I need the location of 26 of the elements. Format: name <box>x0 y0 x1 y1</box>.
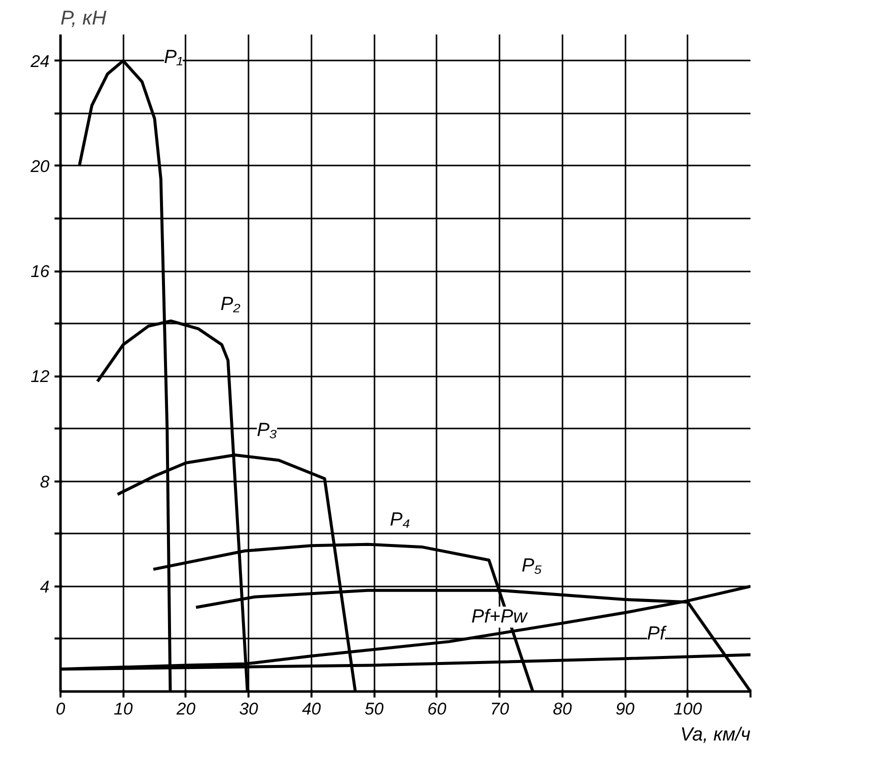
series-label: P₂ <box>220 294 242 315</box>
x-tick-label: 80 <box>552 700 572 718</box>
x-tick-label: 40 <box>302 700 322 718</box>
series-label: P₃ <box>256 420 278 441</box>
x-axis-title: Va, км/ч <box>680 724 751 746</box>
y-tick-label: 16 <box>30 262 50 282</box>
x-tick-label: 50 <box>364 700 384 718</box>
x-tick-label: 10 <box>114 700 134 718</box>
x-tick-label: 30 <box>239 700 259 718</box>
y-tick-label: 20 <box>30 156 50 176</box>
x-tick-label: 100 <box>674 700 702 718</box>
series-label: P₅ <box>522 555 542 576</box>
y-tick-label: 4 <box>40 577 50 596</box>
y-tick-label: 12 <box>30 367 50 386</box>
series-label: Pf <box>647 624 667 645</box>
x-tick-label: 90 <box>616 700 636 718</box>
x-tick-label: 60 <box>427 700 447 718</box>
y-tick-label: 24 <box>30 52 50 71</box>
series-label: Pf+Pw <box>471 606 528 628</box>
x-tick-label: 70 <box>490 700 510 718</box>
y-axis-title: P, кН <box>60 8 107 30</box>
x-tick-label: 20 <box>176 700 196 718</box>
series-label: P₁ <box>164 46 183 68</box>
x-tick-label: 0 <box>56 700 66 718</box>
y-tick-label: 8 <box>40 472 50 492</box>
series-label: P₄ <box>390 509 410 530</box>
